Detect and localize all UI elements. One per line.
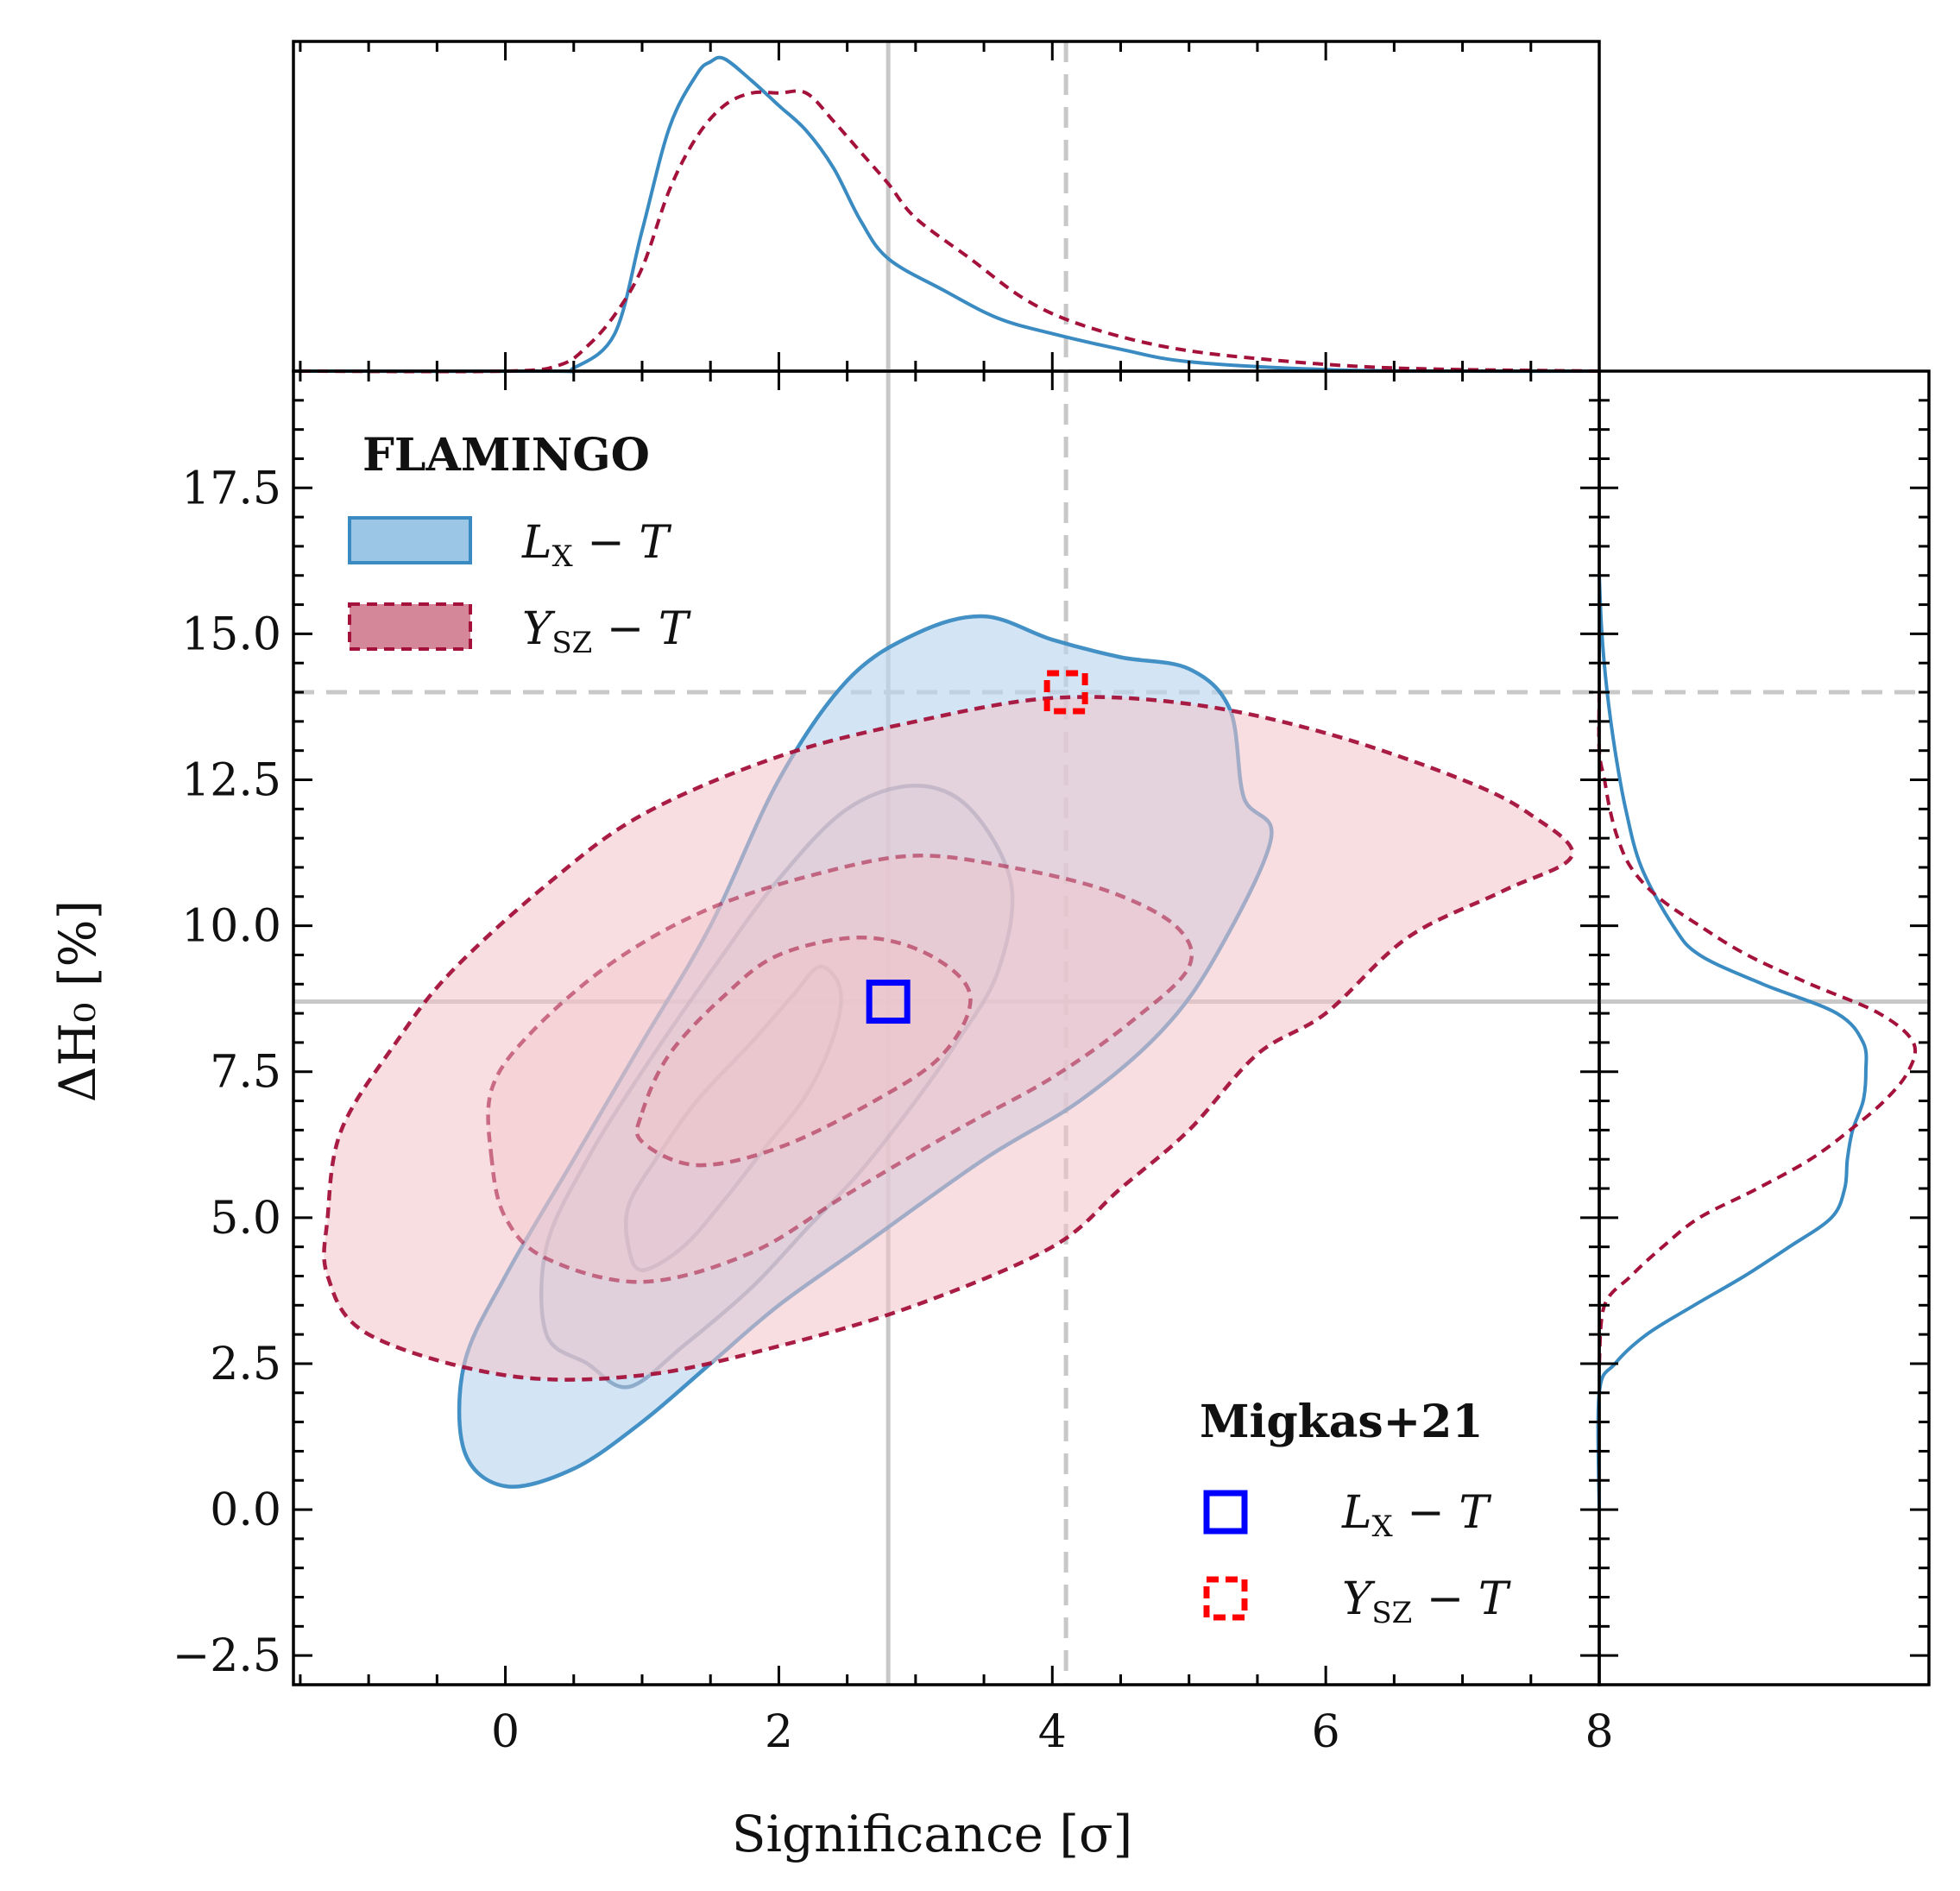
x-tick-label: 2 — [765, 1706, 793, 1758]
y-tick-label: 15.0 — [181, 608, 281, 660]
top-frame — [292, 40, 1601, 373]
legend-migkas: Migkas+21 LX − T YSZ − T — [1200, 1396, 1511, 1630]
main-panel — [292, 369, 1601, 1686]
y-tick-label: 12.5 — [181, 755, 281, 807]
y-tick-label: 10.0 — [181, 901, 281, 953]
x-tick-label: 4 — [1038, 1706, 1067, 1758]
y-tick-label: 2.5 — [210, 1339, 281, 1390]
legend-migkas-title: Migkas+21 — [1200, 1396, 1484, 1448]
y-tick-label: 17.5 — [181, 463, 281, 514]
legend-flamingo-label: YSZ − T — [522, 603, 691, 660]
contour-ysz-t-outer — [322, 695, 1575, 1382]
y-tick-label: 5.0 — [210, 1193, 281, 1245]
migkas-point-lx-t — [866, 980, 911, 1024]
ticks — [293, 41, 1929, 1686]
top-marginal-panel — [292, 40, 1601, 374]
legend-flamingo-title: FLAMINGO — [362, 429, 650, 482]
marginal-y-ysz-t — [1597, 691, 1918, 1365]
legend-migkas-marker — [1203, 1490, 1248, 1535]
y-tick-label: 7.5 — [210, 1047, 281, 1099]
y-axis-label: ΔH₀ [%] — [48, 900, 107, 1103]
legend-migkas-marker — [1203, 1576, 1248, 1621]
legend-flamingo-swatch — [348, 516, 472, 564]
contour-ysz-t-inner — [634, 935, 973, 1168]
marginal-x-ysz-t — [299, 89, 1600, 374]
legend-flamingo-label: LX − T — [521, 517, 671, 574]
right-marginal-panel — [1596, 369, 1931, 1686]
x-tick-label: 0 — [491, 1706, 520, 1758]
legend-migkas-label: YSZ − T — [1342, 1573, 1511, 1630]
marginal-x-lx-t — [299, 55, 1600, 374]
contour-ysz-t-middle — [486, 854, 1194, 1284]
contour-layer — [322, 614, 1575, 1489]
marginal-y-lx-t — [1596, 575, 1869, 1510]
legend-flamingo: FLAMINGO LX − T YSZ − T — [348, 429, 691, 660]
right-frame — [1598, 369, 1931, 1686]
x-tick-label: 6 — [1312, 1706, 1340, 1758]
legend-flamingo-swatch — [348, 602, 472, 651]
x-tick-label: 8 — [1585, 1706, 1613, 1758]
migkas-point-ysz-t — [1043, 670, 1088, 715]
x-axis-label: Significance [σ] — [732, 1805, 1133, 1863]
y-tick-label: 0.0 — [210, 1484, 281, 1536]
y-tick-label: −2.5 — [173, 1630, 281, 1682]
legend-migkas-label: LX − T — [1341, 1487, 1491, 1544]
